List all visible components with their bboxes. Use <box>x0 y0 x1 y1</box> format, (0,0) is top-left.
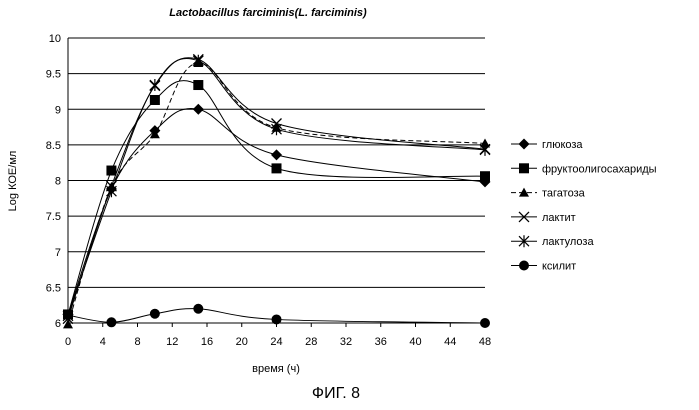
figure-caption: ФИГ. 8 <box>312 385 360 402</box>
series-circle <box>63 304 490 328</box>
data-point-square <box>193 80 203 90</box>
x-tick-label: 24 <box>270 336 282 348</box>
legend-marker-circle <box>519 261 529 271</box>
x-tick-label: 20 <box>236 336 248 348</box>
gridlines <box>68 38 485 323</box>
x-tick-label: 12 <box>166 336 178 348</box>
y-tick-label: 10 <box>49 33 61 45</box>
data-point-circle <box>272 314 282 324</box>
y-tick-label: 8.5 <box>46 140 61 152</box>
legend-label: тагатоза <box>542 188 586 200</box>
legend-label: глюкоза <box>542 139 583 151</box>
legend-item: тагатоза <box>511 188 586 200</box>
y-tick-label: 7.5 <box>46 211 61 223</box>
y-axis-label: Log КОЕ/мл <box>7 151 19 212</box>
legend-item: глюкоза <box>511 139 583 152</box>
data-point-circle <box>193 304 203 314</box>
x-axis-label: время (ч) <box>252 363 300 375</box>
data-point-circle <box>150 309 160 319</box>
legend-marker-diamond <box>519 139 530 150</box>
legend-item: ксилит <box>511 261 576 273</box>
series-line <box>68 63 485 325</box>
legend-marker-square <box>519 163 529 173</box>
x-tick-label: 8 <box>134 336 140 348</box>
data-point-circle <box>106 317 116 327</box>
x-tick-label: 4 <box>100 336 106 348</box>
data-point-square <box>480 171 490 181</box>
legend-label: лактит <box>542 212 576 224</box>
data-point-asterisk <box>150 79 160 91</box>
data-point-square <box>106 166 116 176</box>
y-tick-label: 9 <box>55 104 61 116</box>
y-tick-label: 6 <box>55 318 61 330</box>
x-tick-label: 40 <box>409 336 421 348</box>
legend-item: лактулоза <box>511 235 594 248</box>
series-line <box>68 81 485 315</box>
data-point-circle <box>63 310 73 320</box>
x-tick-label: 44 <box>444 336 456 348</box>
legend: глюкоза фруктоолигосахариды тагатоза лактит… <box>511 139 657 273</box>
legend-label: фруктоолигосахариды <box>542 163 657 175</box>
data-point-diamond <box>193 104 204 115</box>
series-line <box>68 58 485 319</box>
series-x <box>63 54 490 323</box>
y-tick-label: 9.5 <box>46 69 61 81</box>
x-tick-label: 16 <box>201 336 213 348</box>
x-tick-label: 28 <box>305 336 317 348</box>
x-tick-label: 32 <box>340 336 352 348</box>
series-asterisk <box>63 55 490 322</box>
data-point-square <box>150 95 160 105</box>
y-tick-label: 6.5 <box>46 282 61 294</box>
y-tick-label: 7 <box>55 247 61 259</box>
x-tick-label: 48 <box>479 336 491 348</box>
x-tick-label: 36 <box>375 336 387 348</box>
legend-item: фруктоолигосахариды <box>511 163 657 175</box>
data-point-asterisk <box>106 185 116 197</box>
series-line <box>68 58 485 315</box>
x-tick-label: 0 <box>65 336 71 348</box>
data-point-diamond <box>271 149 282 160</box>
y-tick-label: 8 <box>55 176 61 188</box>
legend-item: лактит <box>511 212 576 224</box>
legend-label: ксилит <box>542 261 576 273</box>
chart-title: Lactobacillus farciminis(L. farciminis) <box>169 7 367 19</box>
legend-label: лактулоза <box>542 236 594 248</box>
data-point-square <box>272 163 282 173</box>
series-square <box>63 80 490 319</box>
data-point-circle <box>480 318 490 328</box>
